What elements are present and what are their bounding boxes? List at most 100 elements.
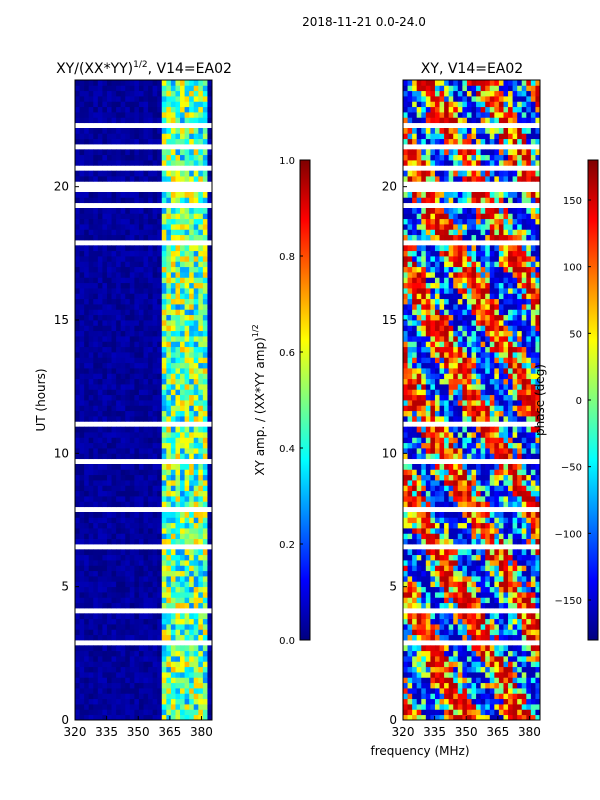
heatmap-cell (498, 512, 504, 518)
heatmap-cell (494, 602, 500, 609)
heatmap-cell (412, 437, 418, 444)
heatmap-cell (512, 549, 518, 556)
heatmap-cell (498, 528, 504, 534)
heatmap-cell (193, 645, 199, 652)
heatmap-cell (75, 448, 80, 454)
heatmap-cell (198, 501, 204, 508)
heatmap-cell (120, 384, 126, 390)
heatmap-cell (453, 549, 459, 556)
heatmap-cell (412, 672, 418, 678)
heatmap-cell (143, 442, 149, 449)
heatmap-cell (134, 501, 140, 508)
heatmap-cell (434, 464, 440, 470)
heatmap-cell (485, 437, 491, 444)
heatmap-cell (494, 517, 500, 524)
heatmap-cell (138, 106, 144, 113)
heatmap-cell (143, 512, 149, 518)
heatmap-cell (106, 597, 112, 604)
heatmap-cell (407, 624, 413, 630)
heatmap-cell (517, 448, 523, 454)
heatmap-cell (494, 533, 500, 540)
heatmap-cell (444, 693, 450, 700)
heatmap-cell (202, 576, 208, 582)
heatmap-cell (439, 581, 445, 588)
heatmap-cell (198, 373, 204, 380)
heatmap-cell (457, 576, 463, 582)
heatmap-cell (494, 656, 500, 662)
heatmap-cell (120, 256, 126, 262)
heatmap-cell (148, 656, 154, 662)
heatmap-cell (152, 688, 158, 694)
heatmap-cell (494, 528, 500, 534)
heatmap-cell (453, 656, 459, 662)
heatmap-cell (416, 437, 422, 444)
heatmap-cell (193, 133, 199, 140)
heatmap-cell (143, 325, 149, 332)
heatmap-cell (143, 149, 149, 156)
heatmap-cell (93, 85, 99, 92)
heatmap-cell (526, 629, 532, 636)
heatmap-cell (88, 613, 94, 620)
heatmap-cell (184, 90, 190, 97)
heatmap-cell (157, 666, 163, 673)
heatmap-cell (143, 485, 149, 492)
heatmap-cell (480, 682, 486, 689)
heatmap-cell (407, 538, 413, 545)
heatmap-cell (111, 266, 117, 273)
heatmap-cell (157, 432, 163, 438)
heatmap-cell (129, 474, 135, 481)
heatmap-cell (530, 650, 536, 657)
heatmap-cell (466, 490, 472, 497)
heatmap-cell (79, 570, 85, 577)
heatmap-cell (97, 490, 103, 497)
heatmap-cell (88, 442, 94, 449)
heatmap-cell (517, 618, 523, 625)
heatmap-cell (462, 512, 468, 518)
heatmap-cell (476, 426, 482, 433)
heatmap-cell (148, 256, 154, 262)
heatmap-cell (152, 677, 158, 684)
heatmap-cell (207, 709, 213, 716)
heatmap-cell (207, 117, 213, 124)
heatmap-cell (143, 309, 149, 316)
heatmap-cell (148, 501, 154, 508)
heatmap-cell (421, 629, 427, 636)
heatmap-cell (75, 634, 80, 641)
heatmap-cell (75, 160, 80, 166)
heatmap-cell (134, 314, 140, 321)
heatmap-cell (170, 394, 176, 401)
heatmap-cell (403, 714, 408, 721)
heatmap-cell (170, 256, 176, 262)
heatmap-cell (416, 581, 422, 588)
heatmap-cell (88, 576, 94, 582)
heatmap-cell (434, 437, 440, 444)
heatmap-cell (170, 442, 176, 449)
heatmap-cell (134, 288, 140, 294)
heatmap-cell (193, 160, 199, 166)
heatmap-cell (157, 437, 163, 444)
heatmap-cell (88, 416, 94, 422)
heatmap-cell (120, 138, 126, 145)
heatmap-cell (106, 90, 112, 97)
heatmap-cell (434, 581, 440, 588)
heatmap-cell (517, 432, 523, 438)
heatmap-cell (75, 698, 80, 705)
heatmap-cell (471, 597, 477, 604)
heatmap-cell (471, 693, 477, 700)
heatmap-cell (152, 666, 158, 673)
heatmap-cell (512, 442, 518, 449)
heatmap-cell (521, 469, 527, 476)
heatmap-cell (75, 229, 80, 236)
heatmap-cell (97, 368, 103, 374)
heatmap-cell (193, 96, 199, 102)
heatmap-cell (84, 485, 90, 492)
right-heatmap (403, 80, 541, 721)
heatmap-cell (79, 298, 85, 305)
heatmap-cell (106, 304, 112, 310)
heatmap-cell (79, 112, 85, 118)
heatmap-cell (102, 666, 108, 673)
heatmap-cell (425, 570, 431, 577)
heatmap-cell (462, 565, 468, 572)
heatmap-cell (180, 336, 185, 342)
heatmap-cell (134, 485, 140, 492)
